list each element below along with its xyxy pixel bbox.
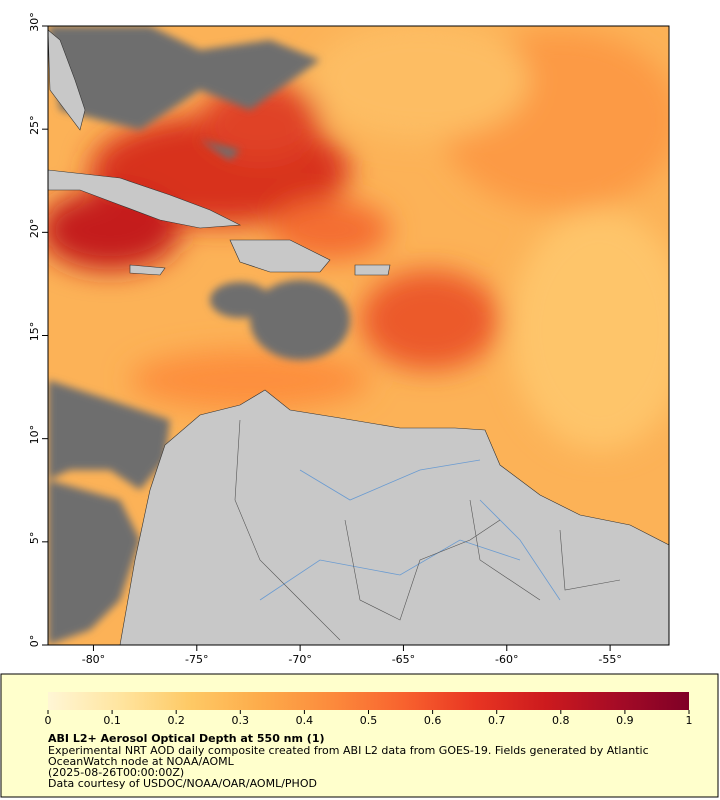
x-tick-label: -70° (288, 653, 311, 666)
colorbar-tick-label: 0.7 (488, 714, 506, 727)
colorbar-tick-label: 0.5 (360, 714, 378, 727)
x-tick-label: -55° (598, 653, 621, 666)
axes: -80° -75° -70° -65° -60° -55° 0° 5° 10° 15° 20° 25°… (28, 12, 622, 666)
colorbar-tick-label: 0.2 (167, 714, 185, 727)
colorbar-tick-label: 0.3 (232, 714, 250, 727)
x-tick-label: -75° (185, 653, 208, 666)
caption-line: OceanWatch node at NOAA/AOML (48, 755, 235, 768)
caption-title: ABI L2+ Aerosol Optical Depth at 550 nm … (48, 732, 325, 745)
x-tick-label: -65° (392, 653, 415, 666)
x-tick-label: -60° (495, 653, 518, 666)
land (48, 29, 669, 645)
y-tick-label: 15° (28, 322, 41, 342)
x-tick-label: -80° (82, 653, 105, 666)
y-tick-label: 0° (28, 635, 41, 648)
map-image (48, 26, 669, 645)
colorbar-tick-label: 0.8 (552, 714, 570, 727)
colorbar-tick-label: 0.1 (103, 714, 121, 727)
y-tick-label: 5° (28, 532, 41, 545)
rivers (259, 459, 561, 601)
colorbar-ticks: 0 0.1 0.2 0.3 0.4 0.5 0.6 0.7 0.8 0.9 1 (45, 710, 693, 727)
colorbar-tick-label: 0 (45, 714, 52, 727)
colorbar (48, 692, 689, 710)
colorbar-tick-label: 0.6 (424, 714, 442, 727)
colorbar-tick-label: 0.9 (616, 714, 634, 727)
colorbar-tick-label: 1 (686, 714, 693, 727)
y-tick-label: 10° (28, 425, 41, 445)
caption-line: Data courtesy of USDOC/NOAA/OAR/AOML/PHO… (48, 777, 317, 790)
y-tick-label: 25° (28, 115, 41, 135)
y-tick-label: 20° (28, 219, 41, 239)
caption-line: Experimental NRT AOD daily composite cre… (48, 744, 649, 757)
cloud-mask (48, 26, 350, 645)
y-tick-label: 30° (28, 12, 41, 32)
colorbar-tick-label: 0.4 (296, 714, 314, 727)
caption-line: (2025-08-26T00:00:00Z) (48, 766, 184, 779)
borders (234, 419, 621, 641)
